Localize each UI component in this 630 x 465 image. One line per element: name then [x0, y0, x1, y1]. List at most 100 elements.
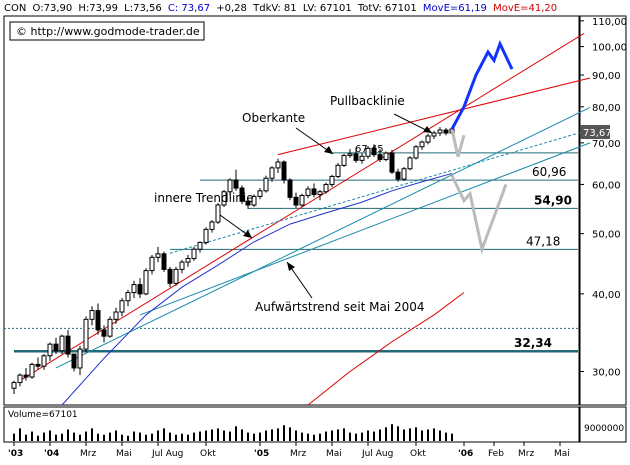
candle-body: [323, 183, 329, 193]
y-tick-label: 70,00: [592, 139, 621, 150]
candle-body: [197, 241, 203, 250]
watermark-text: © http://www.godmode-trader.de: [16, 25, 200, 38]
candle-body: [383, 152, 389, 161]
candle-body: [329, 175, 335, 185]
header-tdkv: TdkV: 81: [252, 3, 297, 14]
candle-body: [269, 167, 275, 179]
candle-body: [431, 132, 437, 137]
volume-bar: [85, 431, 87, 441]
candle-body: [11, 382, 17, 389]
candle-body: [161, 253, 167, 270]
volume-bar: [49, 430, 51, 441]
candle-body: [401, 168, 407, 180]
volume-bar: [145, 434, 147, 441]
annotation-oberkante: Oberkante: [242, 111, 305, 125]
volume-bar: [427, 429, 429, 441]
candle-body: [143, 270, 149, 295]
y-tick-label: 90,00: [592, 71, 621, 82]
volume-bar: [277, 428, 279, 441]
candle-body: [407, 157, 413, 170]
candle-body: [305, 188, 311, 196]
volume-bar: [175, 434, 177, 441]
candle-body: [341, 154, 347, 166]
candle-body: [299, 194, 305, 206]
level-label-1: 60,96: [532, 165, 566, 179]
x-tick-label: Okt: [200, 449, 216, 459]
candle-body: [413, 146, 419, 159]
inner-trendline-dashed: [169, 129, 591, 254]
candle-body: [293, 196, 299, 206]
x-tick-label: '04: [44, 449, 59, 459]
candle-body: [119, 300, 125, 313]
candle-body: [47, 343, 53, 357]
candle-body: [437, 129, 443, 134]
candle-body: [377, 154, 383, 161]
candle-body: [113, 311, 119, 320]
price-panel: [3, 15, 580, 406]
volume-bar: [181, 433, 183, 441]
header-high: H:73,99: [78, 3, 118, 14]
arrowhead-pullbacklinie: [423, 126, 432, 133]
volume-bar: [127, 435, 129, 441]
candle-body: [71, 353, 77, 369]
candle-body: [365, 147, 371, 157]
volume-bar: [199, 431, 201, 441]
volume-bar: [103, 434, 105, 441]
volume-bar: [211, 429, 213, 441]
volume-bar: [295, 430, 297, 441]
header-move-red: MovE=41,20: [493, 3, 557, 14]
x-tick-label: Mai: [326, 449, 342, 459]
volume-bar: [25, 434, 27, 441]
y-tick-label: 80,00: [592, 103, 621, 114]
volume-bar: [325, 431, 327, 441]
volume-bar: [373, 431, 375, 441]
volume-bar: [313, 434, 315, 441]
candle-body: [137, 284, 143, 295]
candle-body: [227, 179, 233, 193]
candle-body: [35, 363, 41, 367]
level-label-4: 32,34: [514, 336, 552, 350]
volume-bar: [217, 428, 219, 441]
candle-body: [203, 228, 209, 243]
volume-bar: [205, 430, 207, 441]
volume-bar: [403, 429, 405, 441]
volume-bar: [307, 433, 309, 441]
volume-bar: [265, 430, 267, 441]
last-price-badge: [580, 125, 610, 139]
y-tick-label: 40,00: [592, 290, 621, 301]
candle-body: [59, 335, 65, 352]
price-axis-panel: [579, 15, 627, 406]
volume-bar: [97, 433, 99, 441]
volume-bar: [421, 430, 423, 441]
volume-bar: [433, 428, 435, 441]
candle-body: [53, 343, 59, 352]
pullback-line: [277, 77, 591, 156]
volume-bar: [397, 426, 399, 441]
volume-bar: [349, 432, 351, 441]
header-change: +0,28: [216, 3, 247, 14]
candle-body: [167, 268, 173, 284]
x-tick-label: Feb: [488, 449, 504, 459]
candle-body: [419, 141, 425, 148]
volume-axis-panel: [579, 406, 627, 443]
volume-bar: [319, 433, 321, 441]
volume-bar: [157, 430, 159, 441]
candle-body: [173, 268, 179, 284]
x-tick-label: Mrz: [518, 449, 534, 459]
candle-body: [41, 355, 47, 367]
volume-bar: [331, 430, 333, 441]
volume-bar: [31, 431, 33, 441]
volume-bar: [109, 432, 111, 441]
volume-bar: [187, 434, 189, 441]
volume-bar: [391, 424, 393, 441]
candle-body: [185, 258, 191, 263]
channel-upper-line: [19, 32, 585, 382]
arrowhead-innere-trendlinie: [243, 230, 252, 238]
header-symbol: CON: [4, 3, 26, 14]
candle-body: [347, 153, 353, 156]
volume-bar: [55, 434, 57, 441]
candle-body: [215, 204, 221, 223]
volume-bar: [289, 427, 291, 441]
candle-body: [77, 348, 83, 369]
